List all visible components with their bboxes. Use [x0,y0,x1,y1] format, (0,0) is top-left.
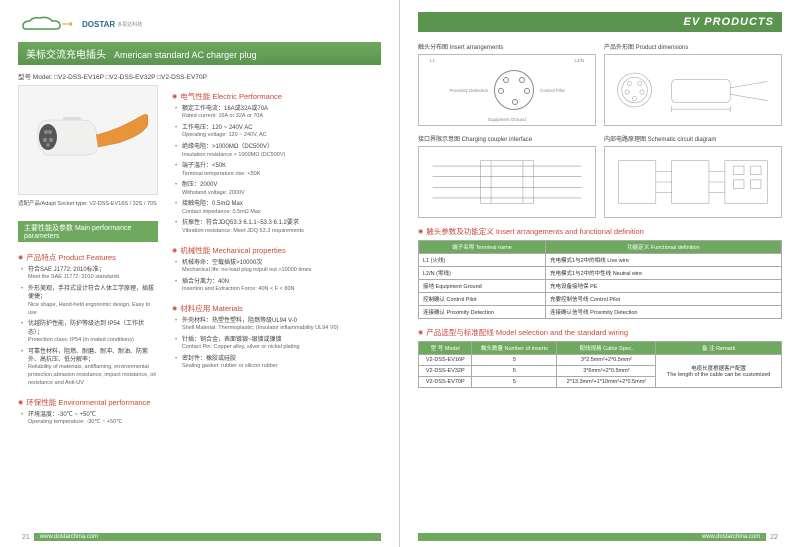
table-row: L1 (火线)充电模式1与2中的相线 Live wire [419,254,782,267]
logo-row: DOSTAR 多思达科技 [18,12,381,36]
diag-circuit-label: 内部电路原理图 Schematic circuit diagram [604,134,782,143]
footer-url-left: www.dostarchina.com [34,533,381,541]
table-row: 连接确认 Proximity Detection连接确认信号线 Proximit… [419,306,782,319]
definition-table: 端子名称 Terminal name功能定义 Functional defini… [418,240,782,319]
spec-bullet: 额定工作电流：16A或32A或70ARated current: 16A or … [172,105,381,121]
title-cn: 美标交流充电插头 [26,46,106,61]
spec-bullet: 优越防护性能，防护等级达到 IP54（工作状态）；Protection clas… [18,320,158,344]
model-table: 型 号 Model 触头数量 Number of inserts 配线规格 Ca… [418,341,782,388]
spec-bullet: 外壳材料：热塑性塑料，阻燃等级UL94 V-0Shell Material: T… [172,317,381,333]
diag-coupler [418,146,596,218]
table-row: 接地 Equipment Ground充电设备接地保 PE [419,280,782,293]
diag-coupler-label: 接口界限示意图 Charging coupler interface [418,134,596,143]
spec-bullet: 可靠性材料，阻燃、耐磨、耐冲、耐油、防紫外、高抗压、低分解率；Reliabili… [18,348,158,388]
heading-model: 产品选型与标准配线 Model selection and the standa… [418,327,782,338]
heading-features: 产品特点 Product Features [18,252,158,263]
diag-dims [604,54,782,126]
heading-elec: 电气性能 Electric Performance [172,91,381,102]
spec-bullet: 端子温升：<50KTerminal temperature rise: <50K [172,162,381,178]
spec-bullet: 机械寿命：空载插拔>10000次Mechanical life: no-load… [172,259,381,275]
product-image [18,85,158,195]
page-num-left: 21 [18,534,34,541]
page-left: DOSTAR 多思达科技 美标交流充电插头 American standard … [0,0,400,547]
footer-right: www.dostarchina.com 22 [418,533,782,541]
page-right: EV PRODUCTS 触头分布图 Insert arrangements L1… [400,0,800,547]
table-row: V2-DSS-EV16P53*2.5mm²+2*0.5mm²电缆长度根据客户配置… [419,355,782,366]
diag-circuit [604,146,782,218]
model-row: 型号 Model: □V2-DSS-EV16P □V2-DSS-EV32P □V… [18,65,381,85]
diag-arrange-label: 触头分布图 Insert arrangements [418,42,596,51]
logo-tagline: 多思达科技 [117,21,142,28]
spec-bullet: 外形美观，手持式设计符合人体工学原理，插拔便捷；Nice shape, Hand… [18,285,158,317]
spec-bullet: 插合分离力：40NInsertion and Extraction Force:… [172,278,381,294]
spec-bullet: 符合SAE J1772: 2010标准；Meet the SAE J1772: … [18,266,158,282]
heading-mech: 机械性能 Mechanical properties [172,245,381,256]
title-bar: 美标交流充电插头 American standard AC charger pl… [18,42,381,65]
diag-arrange: L1L2/N Proximity Detection Control Pilot [418,54,596,126]
main-perf-bar: 主要性能及参数 Main performance parameters [18,221,158,242]
title-en: American standard AC charger plug [114,50,257,60]
spec-bullet: 密封件：橡胶或硅胶Sealing gasket: rubber or silic… [172,355,381,371]
spec-bullet: 抗振性：符合JDQ53.3 6.1.1~53.3 6.1.2要求Vibratio… [172,219,381,235]
spec-bullet: 绝缘电阻：>1000MΩ（DC500V）Insulation resistanc… [172,143,381,159]
spec-bullet: 工作电压：120 ~ 240V ACOperating voltage: 120… [172,124,381,140]
page-num-right: 22 [766,534,782,541]
adapt-caption: 适配产品/Adapt Socket type: V2-DSS-EV16S / 3… [18,199,158,207]
logo-icon [18,14,78,34]
logo-brand: DOSTAR [82,20,115,29]
ev-products-bar: EV PRODUCTS [418,12,782,32]
spec-bullet: 环境温度：-30℃ ~ +50℃Operating temperature: -… [18,411,158,427]
spec-bullet: 针插：铜合金，表面镀银~银镀或镍镀Contact Pin: Copper all… [172,336,381,352]
footer-url-right: www.dostarchina.com [418,533,766,541]
heading-env: 环保性能 Environmental performance [18,397,158,408]
table-row: L2/N (零线)充电模式1与2中的中性线 Neutral wire [419,267,782,280]
table-row: 控制确认 Control Pilot充要控制信号线 Control Pilot [419,293,782,306]
spec-bullet: 接触电阻：0.5mΩ MaxContact impedance: 0.5mΩ M… [172,200,381,216]
heading-insert: 触头参数及功能定义 Insert arrangements and functi… [418,226,782,237]
footer-left: 21 www.dostarchina.com [18,533,381,541]
spec-bullet: 耐压：2000VWithstand voltage: 2000V [172,181,381,197]
diag-dims-label: 产品外形图 Product dimensions [604,42,782,51]
heading-mat: 材料应用 Materials [172,303,381,314]
